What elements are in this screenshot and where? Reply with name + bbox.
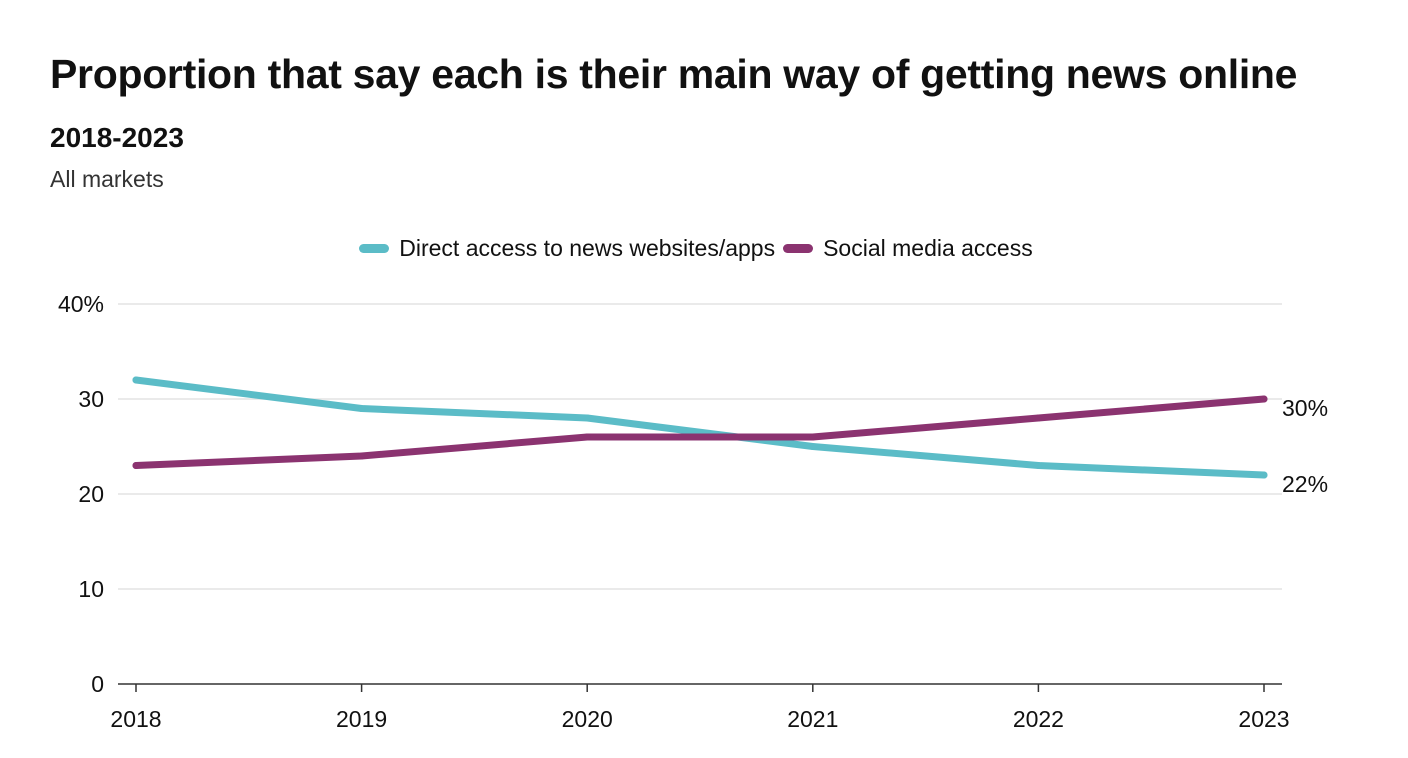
y-tick-label: 0 (91, 671, 104, 697)
data-point-social-media (1034, 414, 1042, 422)
chart-note: All markets (50, 166, 164, 192)
x-tick-label: 2023 (1238, 706, 1289, 732)
x-tick-label: 2021 (787, 706, 838, 732)
data-point-direct-access (1034, 462, 1042, 469)
x-tick-label: 2018 (110, 706, 161, 732)
series-lines (132, 376, 1268, 479)
y-tick-label: 40% (58, 291, 104, 317)
y-tick-label: 10 (78, 576, 104, 602)
x-tick-label: 2022 (1013, 706, 1064, 732)
legend-swatch-direct-access (359, 243, 390, 253)
gridlines (118, 303, 1282, 590)
legend-label-direct-access: Direct access to news websites/apps (399, 235, 776, 261)
legend-label-social-media: Social media access (823, 235, 1033, 261)
y-tick-label: 30 (78, 386, 104, 412)
data-point-direct-access (358, 405, 366, 412)
legend-item-social-media[interactable]: Social media access (783, 232, 1033, 264)
data-point-social-media (132, 462, 140, 469)
data-point-social-media (1260, 395, 1268, 403)
end-label-direct-access: 22% (1282, 471, 1328, 497)
chart-legend: Direct access to news websites/apps Soci… (0, 232, 1392, 264)
chart-subtitle: 2018-2023 (50, 122, 184, 153)
x-tick-label: 2019 (336, 706, 387, 732)
legend-item-direct-access[interactable]: Direct access to news websites/apps (359, 232, 775, 264)
end-label-social-media: 30% (1282, 395, 1328, 421)
axes: 0 10 20 30 40% 2018 2019 2020 2021 2022 2023 (58, 291, 1290, 732)
end-labels: 22% 30% (1282, 395, 1328, 497)
series-line-social-media (132, 395, 1268, 469)
data-point-direct-access (1260, 471, 1268, 479)
data-point-direct-access (583, 414, 591, 422)
data-point-social-media (809, 433, 817, 441)
legend-swatch-social-media (783, 243, 814, 253)
data-point-social-media (358, 452, 366, 460)
chart-title: Proportion that say each is their main w… (50, 51, 1298, 97)
series-line-direct-access (132, 376, 1268, 479)
x-tick-label: 2020 (562, 706, 613, 732)
data-point-direct-access (809, 443, 817, 450)
data-point-direct-access (132, 376, 140, 384)
data-point-social-media (583, 433, 591, 441)
y-tick-label: 20 (78, 481, 104, 507)
